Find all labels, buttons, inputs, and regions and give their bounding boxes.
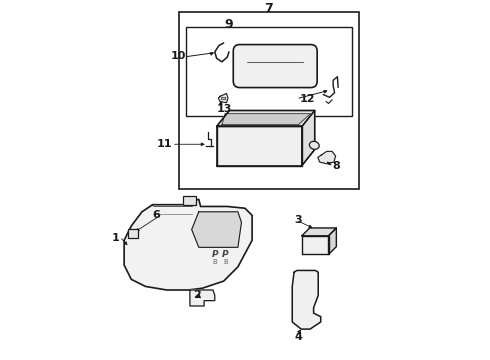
Text: 10: 10	[171, 51, 186, 62]
Polygon shape	[219, 94, 228, 103]
Polygon shape	[318, 151, 336, 164]
Text: 8: 8	[332, 161, 340, 171]
Polygon shape	[328, 228, 336, 255]
Polygon shape	[192, 212, 242, 247]
Text: 13: 13	[217, 104, 232, 114]
Polygon shape	[217, 126, 302, 166]
Polygon shape	[190, 290, 215, 306]
Polygon shape	[292, 270, 321, 329]
Text: 5: 5	[188, 196, 196, 206]
Text: B: B	[223, 258, 228, 265]
Bar	[186, 27, 352, 116]
Bar	[221, 96, 225, 99]
Polygon shape	[217, 111, 315, 126]
Text: 4: 4	[294, 332, 302, 342]
Text: 6: 6	[152, 210, 160, 220]
FancyBboxPatch shape	[233, 45, 317, 87]
Bar	[183, 196, 196, 205]
Text: P: P	[222, 250, 229, 259]
Text: 9: 9	[225, 18, 233, 31]
Text: 1: 1	[112, 233, 120, 243]
Text: 12: 12	[300, 94, 316, 104]
Bar	[179, 12, 359, 189]
Ellipse shape	[309, 141, 319, 149]
Polygon shape	[302, 111, 315, 166]
Text: B: B	[212, 258, 217, 265]
Text: 11: 11	[157, 139, 172, 149]
Text: 3: 3	[295, 215, 302, 225]
Polygon shape	[222, 114, 310, 125]
Text: 2: 2	[194, 289, 201, 300]
Polygon shape	[302, 236, 328, 255]
Text: 7: 7	[264, 2, 272, 15]
Polygon shape	[124, 199, 252, 290]
Text: P: P	[212, 250, 218, 259]
Bar	[128, 229, 138, 238]
Polygon shape	[302, 228, 336, 236]
